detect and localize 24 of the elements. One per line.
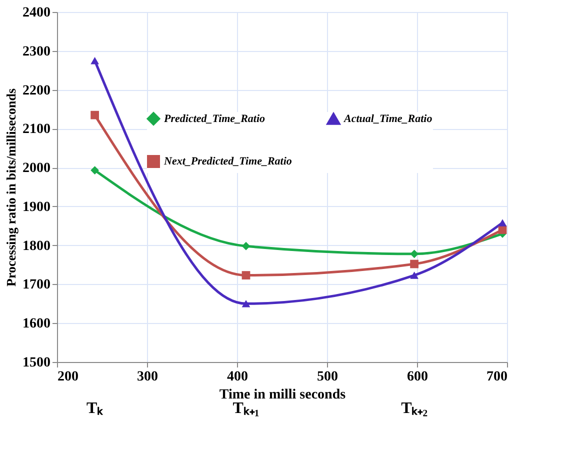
y-tick-label: 1700 <box>22 278 50 293</box>
x-axis-title: Time in milli seconds <box>219 388 346 402</box>
x-tick-label: 300 <box>137 370 158 384</box>
legend-label: Next_Predicted_Time_Ratio <box>163 156 292 168</box>
y-tick-label: 1900 <box>22 200 50 215</box>
x-tick-label: 500 <box>317 370 338 384</box>
y-tick-label: 2100 <box>22 122 50 138</box>
y-tick-label: 1800 <box>22 238 50 254</box>
y-axis-title: Processing ratio in bits/milliseconds <box>4 88 18 287</box>
legend-label: Predicted_Time_Ratio <box>164 112 266 125</box>
x-tick-label: 200 <box>58 370 78 384</box>
y-tick-label: 2400 <box>22 6 50 20</box>
y-tick-label: 2300 <box>22 44 50 60</box>
y-tick-label: 1600 <box>22 316 50 332</box>
legend-label: Actual_Time_Ratio <box>343 113 433 126</box>
y-tick-label: 2200 <box>22 83 50 98</box>
text: Tₖ₊₂ <box>401 400 428 417</box>
text: Tₖ <box>86 400 104 417</box>
y-tick-label: 1500 <box>22 356 50 370</box>
y-tick-label: 2000 <box>22 161 50 176</box>
text: Tₖ₊₁ <box>232 400 260 417</box>
x-tick-label: 700 <box>486 370 508 384</box>
x-tick-label: 600 <box>407 370 428 384</box>
x-tick-label: 400 <box>227 370 248 384</box>
